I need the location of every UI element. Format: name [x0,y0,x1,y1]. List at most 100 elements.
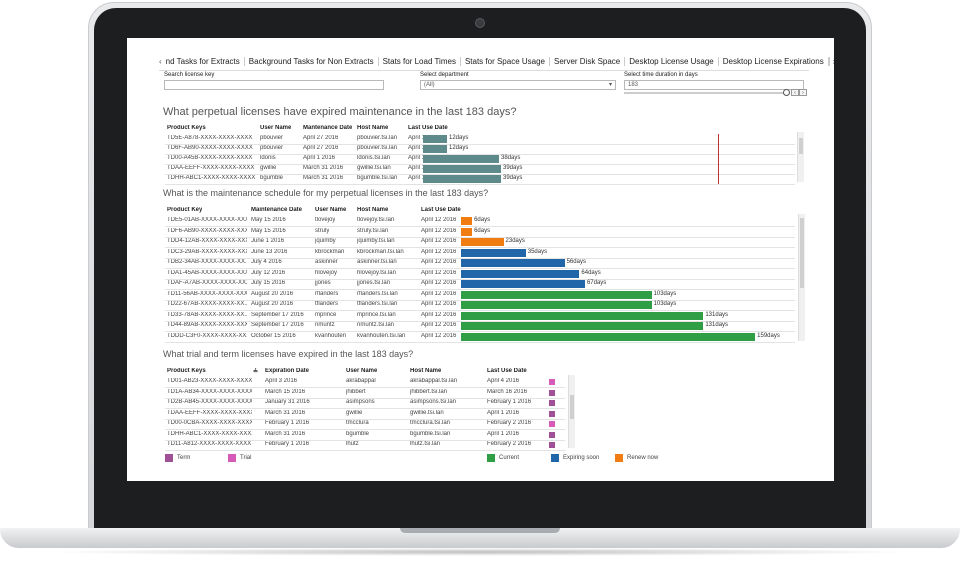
q2-scrollbar[interactable] [798,214,805,341]
webcam-icon [475,18,485,28]
q2-last-use-date: April 12 2016 [421,238,457,244]
q1-scrollbar[interactable] [797,132,804,182]
q2-table-row[interactable]: TDAF-A7AB-XXXX-XXXX-XXXX July 15 2016 jjon… [165,279,795,290]
q2-last-use-date: April 12 2016 [421,217,457,223]
tab-prev-icon[interactable]: ‹ [159,56,162,66]
q3-col-user-name: User Name [346,368,378,374]
tab-desktop-license-expirations[interactable]: Desktop License Expirations [719,56,829,66]
q2-product-key: TDAF-A7AB-XXXX-XXXX-XXXX [167,280,247,286]
tab-desktop-license-usage[interactable]: Desktop License Usage [625,56,719,66]
q2-col-maintenance-date: Maintenance Date [251,207,303,213]
q1-bar-label: 39days [503,165,523,171]
term-swatch [165,454,173,462]
q3-user-name: jhibbert [346,388,366,395]
tab-next-icon[interactable]: › [828,56,834,66]
q3-user-name: akrabappal [346,378,376,384]
q2-maintenance-date: September 17 2016 [251,311,304,318]
q2-bar-label: 67days [586,280,607,286]
search-input[interactable] [164,80,384,90]
q2-last-use-date: April 12 2016 [421,280,457,286]
q1-host-name: ldonis.tsi.lan [357,155,391,161]
q3-license-type-marker [549,379,555,385]
q3-col-last-use-date: Last Use Date [487,368,527,374]
duration-slider-knob[interactable] [783,89,790,96]
q3-table-row[interactable]: TD00-0CBA-XXXX-XXXX-XXXX February 1 2016 t… [165,419,565,430]
q3-table-row[interactable]: TD01-AB23-XXXX-XXXX-XXXX April 3 2016 akra… [165,377,565,388]
q1-table: Product Keys User Name Mantenance Date H… [165,124,795,185]
q3-table-row[interactable]: TD1A-AB34-XXXX-XXXX-XXXX March 15 2016 jhi… [165,388,565,399]
q3-table-row[interactable]: TDHH-ABC1-XXXX-XXXX-XXXX March 31 2016 bgu… [165,430,565,441]
q3-table-row[interactable]: TDAA-EEFF-XXXX-XXXX-XXXX March 31 2016 gwi… [165,409,565,420]
q2-product-key: TDD4-12AB-XXXX-XXXX-XXXX [167,238,247,244]
q3-license-type-marker [549,400,555,406]
q3-last-use-date: April 1 2016 [487,430,520,437]
q3-product-key: TD2B-AB45-XXXX-XXXX-XXXX [167,399,252,405]
q2-table-row[interactable]: TDD4-12AB-XXXX-XXXX-XXXX June 1 2016 jquim… [165,237,795,248]
tab-server-disk-space[interactable]: Server Disk Space [550,56,626,66]
q1-table-row[interactable]: TD6F-AB90-XXXX-XXXX-XXXX pbouvier April 27… [165,144,795,155]
q2-bar-label: 64days [581,269,601,276]
laptop-shadow [40,548,920,556]
q1-bar [423,155,499,163]
q1-table-row[interactable]: TD5E-A878-XXXX-XXXX-XXXX pbouvier April 27… [165,134,795,145]
q2-table-row[interactable]: TDDD-C3F0-XXXX-XXXX-XXXX October 15 2016 k… [165,332,795,343]
q3-table-row[interactable]: TD2B-AB45-XXXX-XXXX-XXXX January 31 2016 a… [165,398,565,409]
tab-non-extract-tasks[interactable]: Background Tasks for Non Extracts [245,56,379,66]
tab-extract-tasks[interactable]: nd Tasks for Extracts [162,56,245,66]
q3-col-host-name: Host Name [410,368,442,374]
q1-user-name: ldonis [260,155,276,161]
q2-table-row[interactable]: TDA1-45AB-XXXX-XXXX-XXXX July 12 2016 hlov… [165,269,795,280]
q3-host-name: jhibbert.tsi.lan [410,388,448,395]
q1-user-name: gwillie [260,165,277,171]
q2-product-key: TD11-56AB-XXXX-XXXX-XXXX [167,290,247,297]
q2-table-row[interactable]: TD33-78AB-XXXX-XXXX-XX... September 17 20… [165,311,795,322]
q2-bar [461,290,652,299]
q2-table-row[interactable]: TDF6-AB90-XXXX-XXXX-XXXX May 15 2016 strul… [165,227,795,238]
q2-last-use-date: April 12 2016 [421,248,457,255]
q2-bar-label: 131days [705,322,729,328]
q3-last-use-date: April 4 2016 [487,378,520,384]
legend-renew: Renew now [615,454,658,462]
tab-load-times[interactable]: Stats for Load Times [379,56,461,66]
q1-table-row[interactable]: TDAA-EEFF-XXXX-XXXX-XXXX gwillie March 31 … [165,164,795,175]
q2-product-key: TDE5-01AB-XXXX-XXXX-XXXX [167,217,247,223]
q2-table-row[interactable]: TD44-89AB-XXXX-XXXX-XXXX September 17 201… [165,321,795,332]
tab-space-usage[interactable]: Stats for Space Usage [461,56,550,66]
q3-user-name: lhutz [346,441,359,447]
q1-product-key: TDHH-ABC1-XXXX-XXXX-XXXX [167,175,256,181]
slider-increase-icon[interactable]: › [799,89,807,96]
duration-input[interactable]: 183 [624,80,804,90]
q2-bar-label: 56days [566,259,586,265]
q2-table-row[interactable]: TD22-67AB-XXXX-XXXX-XX... August 20 2016 t… [165,300,795,311]
q3-host-name: gwillie.tsi.lan [410,409,444,416]
q2-product-key: TDA1-45AB-XXXX-XXXX-XXXX [167,269,247,276]
q2-bar [461,248,526,257]
sort-icon[interactable]: ≟ [253,369,259,375]
q2-maintenance-date: September 17 2016 [251,322,304,328]
q2-host-name: rflanders.tsi.lan [357,290,398,297]
q2-maintenance-date: July 15 2016 [251,280,286,286]
legend-trial-label: Trial [240,455,252,461]
q2-bar-label: 159days [757,332,780,339]
laptop-notch [400,528,560,533]
q3-scrollbar[interactable] [568,375,575,448]
department-label: Select department [420,72,469,78]
q2-table-row[interactable]: TDC3-29AB-XXXX-XXXX-XXXX June 13 2016 kbro… [165,248,795,259]
q2-user-name: rflanders [315,290,339,297]
slider-decrease-icon[interactable]: ‹ [791,89,799,96]
q1-user-name: bgumble [260,175,284,181]
q1-table-row[interactable]: TDHH-ABC1-XXXX-XXXX-XXXX bgumble March 31 … [165,174,795,185]
q2-product-key: TDDD-C3F0-XXXX-XXXX-XXXX [167,332,247,339]
q3-table-row[interactable]: TD11-A812-XXXX-XXXX-XXXX February 1 2016 l… [165,440,565,451]
legend-current-label: Current [499,455,520,461]
q2-user-name: jjones [315,280,331,286]
q2-table-row[interactable]: TD11-56AB-XXXX-XXXX-XXXX August 20 2016 rf… [165,290,795,301]
duration-slider[interactable] [624,92,786,94]
q2-bar [461,311,704,320]
q1-table-row[interactable]: TD00-A45B-XXXX-XXXX-XXXX ldonis April 1 20… [165,154,795,165]
department-select[interactable]: (All) ▾ [420,80,616,90]
q2-table-row[interactable]: TDB2-34AB-XXXX-XXXX-XX... July 4 2016 aski… [165,258,795,269]
q2-last-use-date: April 12 2016 [421,301,457,307]
q2-table-row[interactable]: TDE5-01AB-XXXX-XXXX-XXXX May 15 2016 tlove… [165,216,795,227]
q1-bar-label: 12days [449,135,469,141]
